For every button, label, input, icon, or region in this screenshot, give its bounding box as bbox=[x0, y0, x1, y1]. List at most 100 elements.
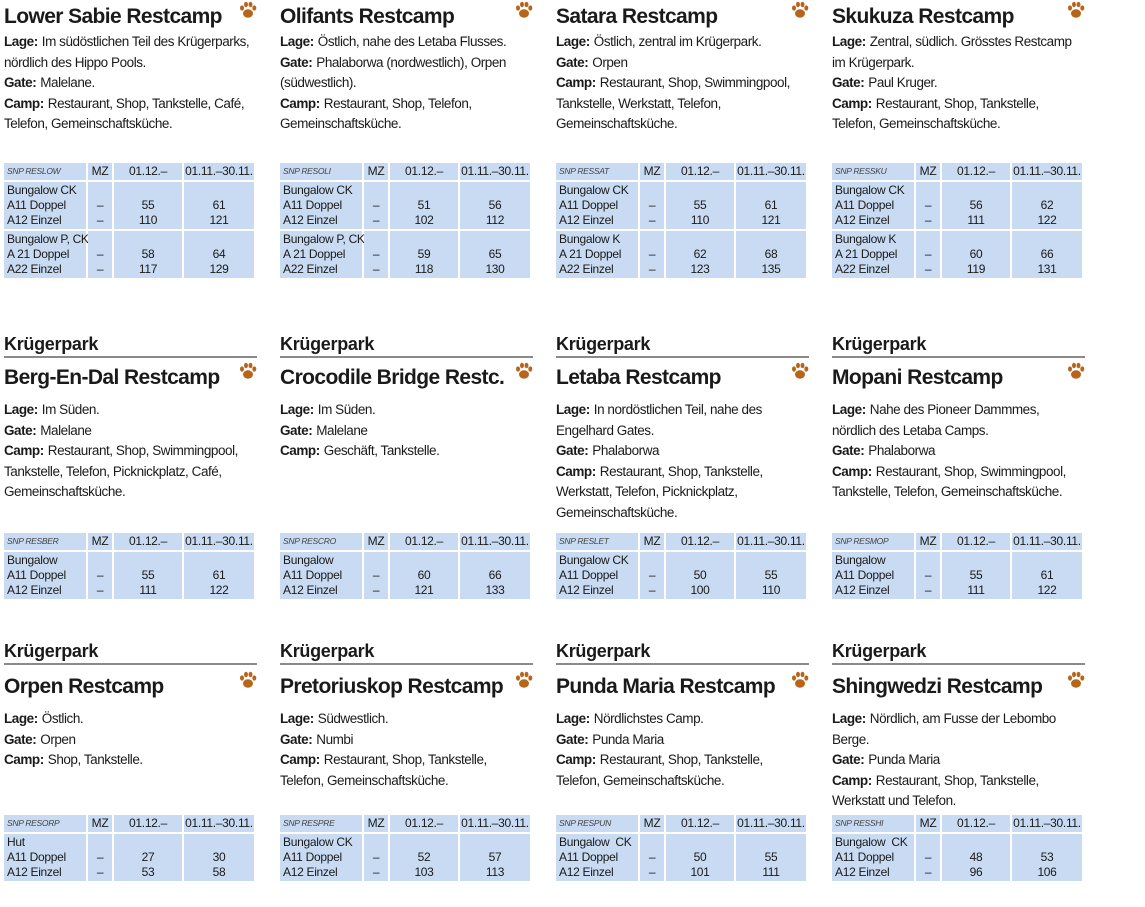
header-mz: MZ bbox=[916, 815, 940, 832]
field-label: Lage: bbox=[832, 711, 866, 726]
price: 133 bbox=[485, 583, 505, 597]
season-column: 50 101 bbox=[666, 834, 734, 881]
season-column: 53 106 bbox=[1012, 834, 1082, 881]
label-column: Bungalow A11 Doppel A12 Einzel bbox=[832, 552, 914, 599]
unit-group: Bungalow CK A11 Doppel A12 Einzel – –48 96 53 1… bbox=[832, 834, 1084, 881]
season-column: 55 111 bbox=[114, 552, 182, 599]
price: 121 bbox=[414, 583, 434, 597]
season-column: 61 121 bbox=[184, 182, 254, 229]
paw-icon bbox=[1068, 671, 1085, 688]
mz-column: – – bbox=[916, 231, 940, 278]
mz-column: – – bbox=[364, 182, 388, 229]
price: 121 bbox=[209, 213, 229, 227]
price: 121 bbox=[761, 213, 781, 227]
header-season: 01.11.–30.11. bbox=[184, 815, 254, 832]
room-label: A11 Doppel bbox=[7, 850, 66, 864]
header-mz: MZ bbox=[640, 533, 664, 550]
description-line: Camp: Restaurant, Shop, Tankstelle, Telef… bbox=[832, 94, 1084, 135]
region-heading: Krügerpark bbox=[556, 640, 809, 665]
room-label: A22 Einzel bbox=[283, 262, 338, 276]
price: 65 bbox=[488, 247, 502, 261]
description-line: Gate: Punda Maria bbox=[556, 730, 808, 751]
header-season: 01.11.–30.11. bbox=[460, 163, 530, 180]
spacer bbox=[114, 553, 182, 568]
mz-value: – bbox=[96, 568, 104, 582]
product-code: SNP RESSKU bbox=[832, 163, 914, 180]
header-season: 01.12.–31.10. bbox=[942, 163, 1010, 195]
mz-value: – bbox=[372, 850, 380, 864]
mz-value: – bbox=[372, 198, 380, 212]
field-text: Restaurant, Shop, Tankstelle, Werkstatt … bbox=[832, 772, 1039, 809]
field-text: Nördlich, am Fusse der Lebombo Berge. bbox=[832, 711, 1056, 747]
description-line: Gate: Phalaborwa bbox=[832, 441, 1084, 462]
room-label: A12 Einzel bbox=[7, 213, 62, 227]
paw-wrap bbox=[238, 361, 258, 388]
header-season: 01.11.–30.11. bbox=[736, 815, 806, 832]
description-line: Gate: Phalaborwa (nordwestlich), Orpen (s… bbox=[280, 53, 532, 94]
price-table: SNP RESLETMZ01.12.–31.10.01.11.–30.11.Bu… bbox=[556, 533, 808, 601]
camp-title: Shingwedzi Restcamp bbox=[832, 671, 1086, 700]
field-label: Lage: bbox=[832, 402, 866, 417]
label-column: Bungalow CK A11 Doppel A12 Einzel bbox=[280, 182, 362, 229]
field-text: Östlich, zentral im Krügerpark. bbox=[593, 34, 762, 49]
mz-value: – bbox=[924, 247, 932, 261]
spacer bbox=[736, 232, 806, 247]
price: 111 bbox=[139, 583, 157, 597]
label-column: Bungalow CK A11 Doppel A12 Einzel bbox=[556, 182, 638, 229]
spacer bbox=[460, 835, 530, 850]
field-text: Punda Maria bbox=[592, 731, 664, 747]
mz-column: – – bbox=[916, 834, 940, 881]
camp-description: Lage: Östlich, nahe des Letaba Flusses. Ga… bbox=[280, 32, 532, 135]
camp-title-text: Crocodile Bridge Restc. bbox=[280, 366, 505, 389]
unit-group: Bungalow CK A11 Doppel A12 Einzel – –56 111 62… bbox=[832, 182, 1084, 229]
header-mz: MZ bbox=[88, 533, 112, 550]
spacer bbox=[364, 553, 388, 568]
camp-title-text: Orpen Restcamp bbox=[4, 675, 164, 698]
season-column: 30 58 bbox=[184, 834, 254, 881]
unit-group: Bungalow CK A11 Doppel A12 Einzel – –50 101 55… bbox=[556, 834, 808, 881]
spacer bbox=[114, 835, 182, 850]
header-season: 01.11.–30.11. bbox=[460, 815, 530, 832]
spacer bbox=[666, 835, 734, 850]
price: 61 bbox=[212, 198, 226, 212]
spacer bbox=[942, 835, 1010, 850]
field-label: Gate: bbox=[4, 422, 37, 438]
camp-description: Lage: Östlich, zentral im Krügerpark. Gate… bbox=[556, 32, 808, 135]
price: 56 bbox=[969, 198, 983, 212]
field-text: Zentral, südlich. Grösstes Restcamp im K… bbox=[832, 34, 1072, 70]
paw-icon bbox=[516, 671, 533, 688]
price: 60 bbox=[417, 568, 431, 582]
field-text: Restaurant, Shop, Tankstelle, Werkstatt,… bbox=[556, 463, 763, 520]
camp-description: Lage: Nahe des Pioneer Dammmes, nördlich … bbox=[832, 400, 1084, 503]
camp-title: Satara Restcamp bbox=[556, 1, 810, 30]
camp-description: Lage: Nördlich, am Fusse der Lebombo Berg… bbox=[832, 709, 1084, 812]
mz-column: – – bbox=[640, 552, 664, 599]
field-label: Gate: bbox=[4, 731, 37, 747]
header-season: 01.11.–30.11. bbox=[1012, 815, 1082, 832]
header-season: 01.11.–30.11. bbox=[184, 163, 254, 180]
spacer bbox=[942, 183, 1010, 198]
header-mz: MZ bbox=[640, 163, 664, 180]
price: 51 bbox=[417, 198, 431, 212]
price: 131 bbox=[1037, 262, 1057, 276]
camp-title: Mopani Restcamp bbox=[832, 362, 1086, 391]
unit-name: Bungalow CK bbox=[559, 835, 632, 849]
field-text: Malelane bbox=[40, 422, 92, 438]
camp-title-text: Berg-En-Dal Restcamp bbox=[4, 366, 220, 389]
camp-title: Skukuza Restcamp bbox=[832, 1, 1086, 30]
paw-wrap bbox=[238, 670, 258, 697]
camp-title-text: Mopani Restcamp bbox=[832, 366, 1003, 389]
unit-name: Bungalow CK bbox=[7, 183, 77, 197]
season-column: 59 118 bbox=[390, 231, 458, 278]
paw-wrap bbox=[514, 0, 534, 27]
header-season: 01.12.–31.10. bbox=[114, 533, 182, 565]
price: 61 bbox=[212, 568, 226, 582]
room-label: A11 Doppel bbox=[283, 198, 342, 212]
mz-value: – bbox=[648, 198, 656, 212]
spacer bbox=[640, 553, 664, 568]
field-label: Gate: bbox=[832, 75, 865, 90]
